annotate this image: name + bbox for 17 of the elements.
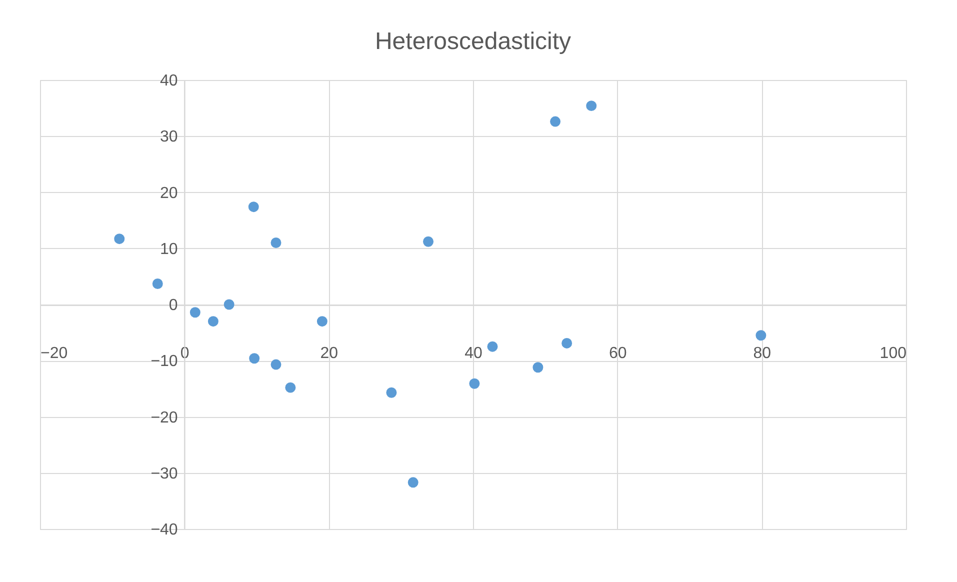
x-tick-label: 20 xyxy=(320,345,338,362)
x-tick-label: 0 xyxy=(180,345,190,362)
y-tick-label: −10 xyxy=(150,353,178,370)
y-tick-label: 30 xyxy=(160,128,178,146)
y-tick-label: 40 xyxy=(160,72,178,90)
x-tick-label: 100 xyxy=(880,345,907,362)
x-tick-label: 80 xyxy=(753,345,772,362)
x-tick-label: 60 xyxy=(608,345,627,362)
y-tick-label: 10 xyxy=(160,240,178,258)
y-tick-label: 20 xyxy=(160,184,178,202)
x-tick-label: −20 xyxy=(40,345,68,362)
y-tick-label: −40 xyxy=(150,522,178,538)
chart-title: Heteroscedasticity xyxy=(374,28,572,55)
x-tick-label: 40 xyxy=(464,345,482,362)
y-tick-label: 0 xyxy=(168,297,178,314)
y-tick-label: −20 xyxy=(150,409,178,426)
y-tick-label: −30 xyxy=(150,465,178,482)
